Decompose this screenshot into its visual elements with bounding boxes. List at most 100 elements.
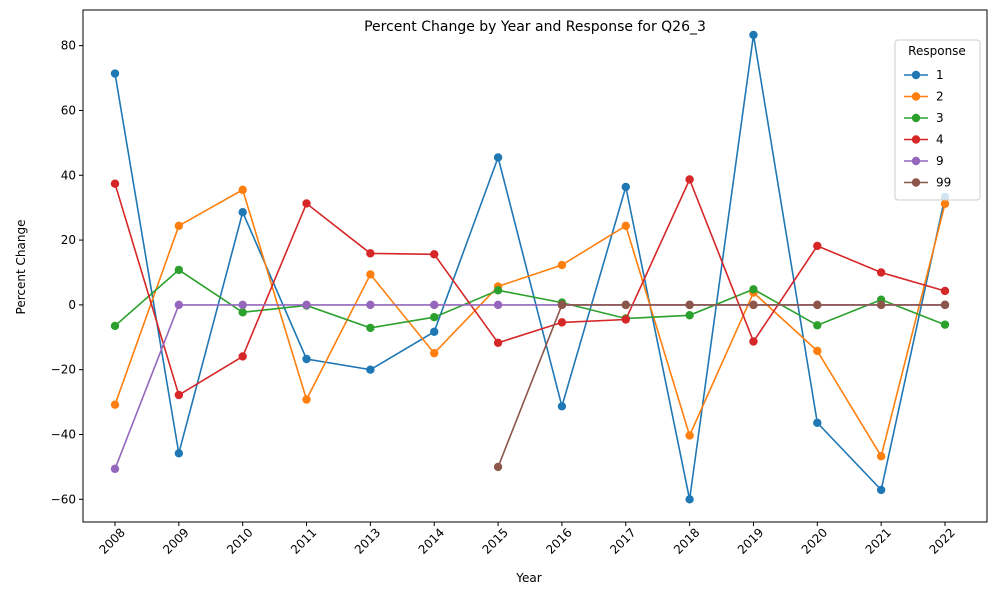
series-line (497, 304, 945, 468)
y-tick-label: 60 (61, 103, 76, 117)
x-axis-label: Year (515, 571, 541, 585)
data-point (940, 300, 950, 310)
data-point (493, 300, 503, 310)
data-point (174, 300, 184, 310)
chart-title: Percent Change by Year and Response for … (364, 19, 706, 35)
y-tick-label: 0 (68, 298, 76, 312)
data-point (876, 300, 886, 310)
data-point (110, 464, 120, 474)
data-point (366, 365, 375, 374)
plot-area (110, 30, 950, 504)
data-point (749, 337, 758, 346)
data-point (876, 268, 886, 277)
data-point (302, 395, 311, 404)
legend-title: Response (908, 44, 966, 58)
data-point (430, 250, 439, 259)
y-axis-label: Percent Change (14, 220, 28, 315)
data-point (302, 199, 311, 208)
data-point (876, 452, 886, 461)
data-point (174, 449, 184, 458)
series-1 (110, 30, 950, 504)
data-point (430, 327, 439, 336)
data-point (940, 286, 950, 296)
data-point (493, 338, 503, 347)
series-2 (110, 185, 950, 461)
data-point (685, 175, 694, 184)
y-tick-label: −40 (51, 428, 76, 442)
data-point (174, 390, 184, 400)
data-point (557, 318, 567, 327)
data-point (110, 69, 120, 78)
data-point (493, 153, 503, 162)
data-point (813, 321, 822, 330)
data-point (813, 241, 822, 251)
legend-label: 1 (936, 68, 944, 82)
data-point (749, 300, 758, 310)
data-point (238, 208, 247, 217)
data-point (238, 308, 247, 317)
legend-marker (911, 113, 921, 123)
data-point (110, 400, 120, 409)
series-line (114, 268, 946, 329)
series-99 (493, 300, 950, 472)
data-point (749, 30, 758, 40)
series-3 (110, 265, 950, 333)
axes-frame (82, 9, 988, 523)
data-point (493, 286, 503, 295)
legend-marker (911, 70, 921, 80)
data-point (621, 182, 630, 192)
series-line (114, 188, 946, 459)
data-point (813, 418, 822, 428)
data-point (366, 270, 375, 279)
data-point (685, 311, 694, 320)
y-tick-label: 40 (61, 168, 76, 182)
legend-marker (911, 178, 921, 187)
y-tick-label: −20 (51, 363, 76, 377)
data-point (366, 249, 375, 258)
data-point (302, 354, 311, 364)
data-point (557, 260, 567, 270)
data-point (238, 352, 247, 361)
data-point (813, 300, 822, 310)
data-point (621, 300, 630, 310)
data-point (876, 485, 886, 495)
data-point (557, 300, 567, 310)
legend-marker (911, 156, 921, 166)
legend-label: 9 (936, 154, 944, 168)
legend-label: 2 (936, 90, 944, 104)
data-point (685, 431, 694, 440)
data-point (940, 320, 950, 329)
data-point (493, 462, 503, 472)
series-line (114, 34, 946, 500)
data-point (813, 346, 822, 356)
data-point (366, 300, 375, 310)
data-point (302, 300, 311, 310)
data-point (685, 300, 694, 310)
data-point (685, 495, 694, 504)
data-point (238, 185, 247, 195)
legend-label: 3 (936, 111, 944, 125)
data-point (110, 321, 120, 331)
legend-label: 4 (936, 133, 944, 147)
series-line (114, 177, 946, 397)
y-tick-label: 20 (61, 233, 76, 247)
legend-marker (911, 135, 921, 144)
y-tick-label: 80 (61, 39, 76, 53)
data-point (174, 265, 184, 275)
data-point (366, 323, 375, 333)
y-axis: −60 −40 −20 0 20 40 60 80 (51, 39, 83, 506)
data-point (174, 221, 184, 231)
legend-label: 99 (936, 176, 951, 190)
data-point (110, 179, 120, 188)
data-point (557, 402, 567, 411)
data-point (621, 315, 630, 324)
data-point (238, 300, 247, 310)
data-point (430, 348, 439, 358)
data-point (430, 313, 439, 322)
data-point (940, 199, 950, 208)
legend-marker (911, 92, 921, 101)
y-tick-label: −60 (51, 492, 76, 506)
